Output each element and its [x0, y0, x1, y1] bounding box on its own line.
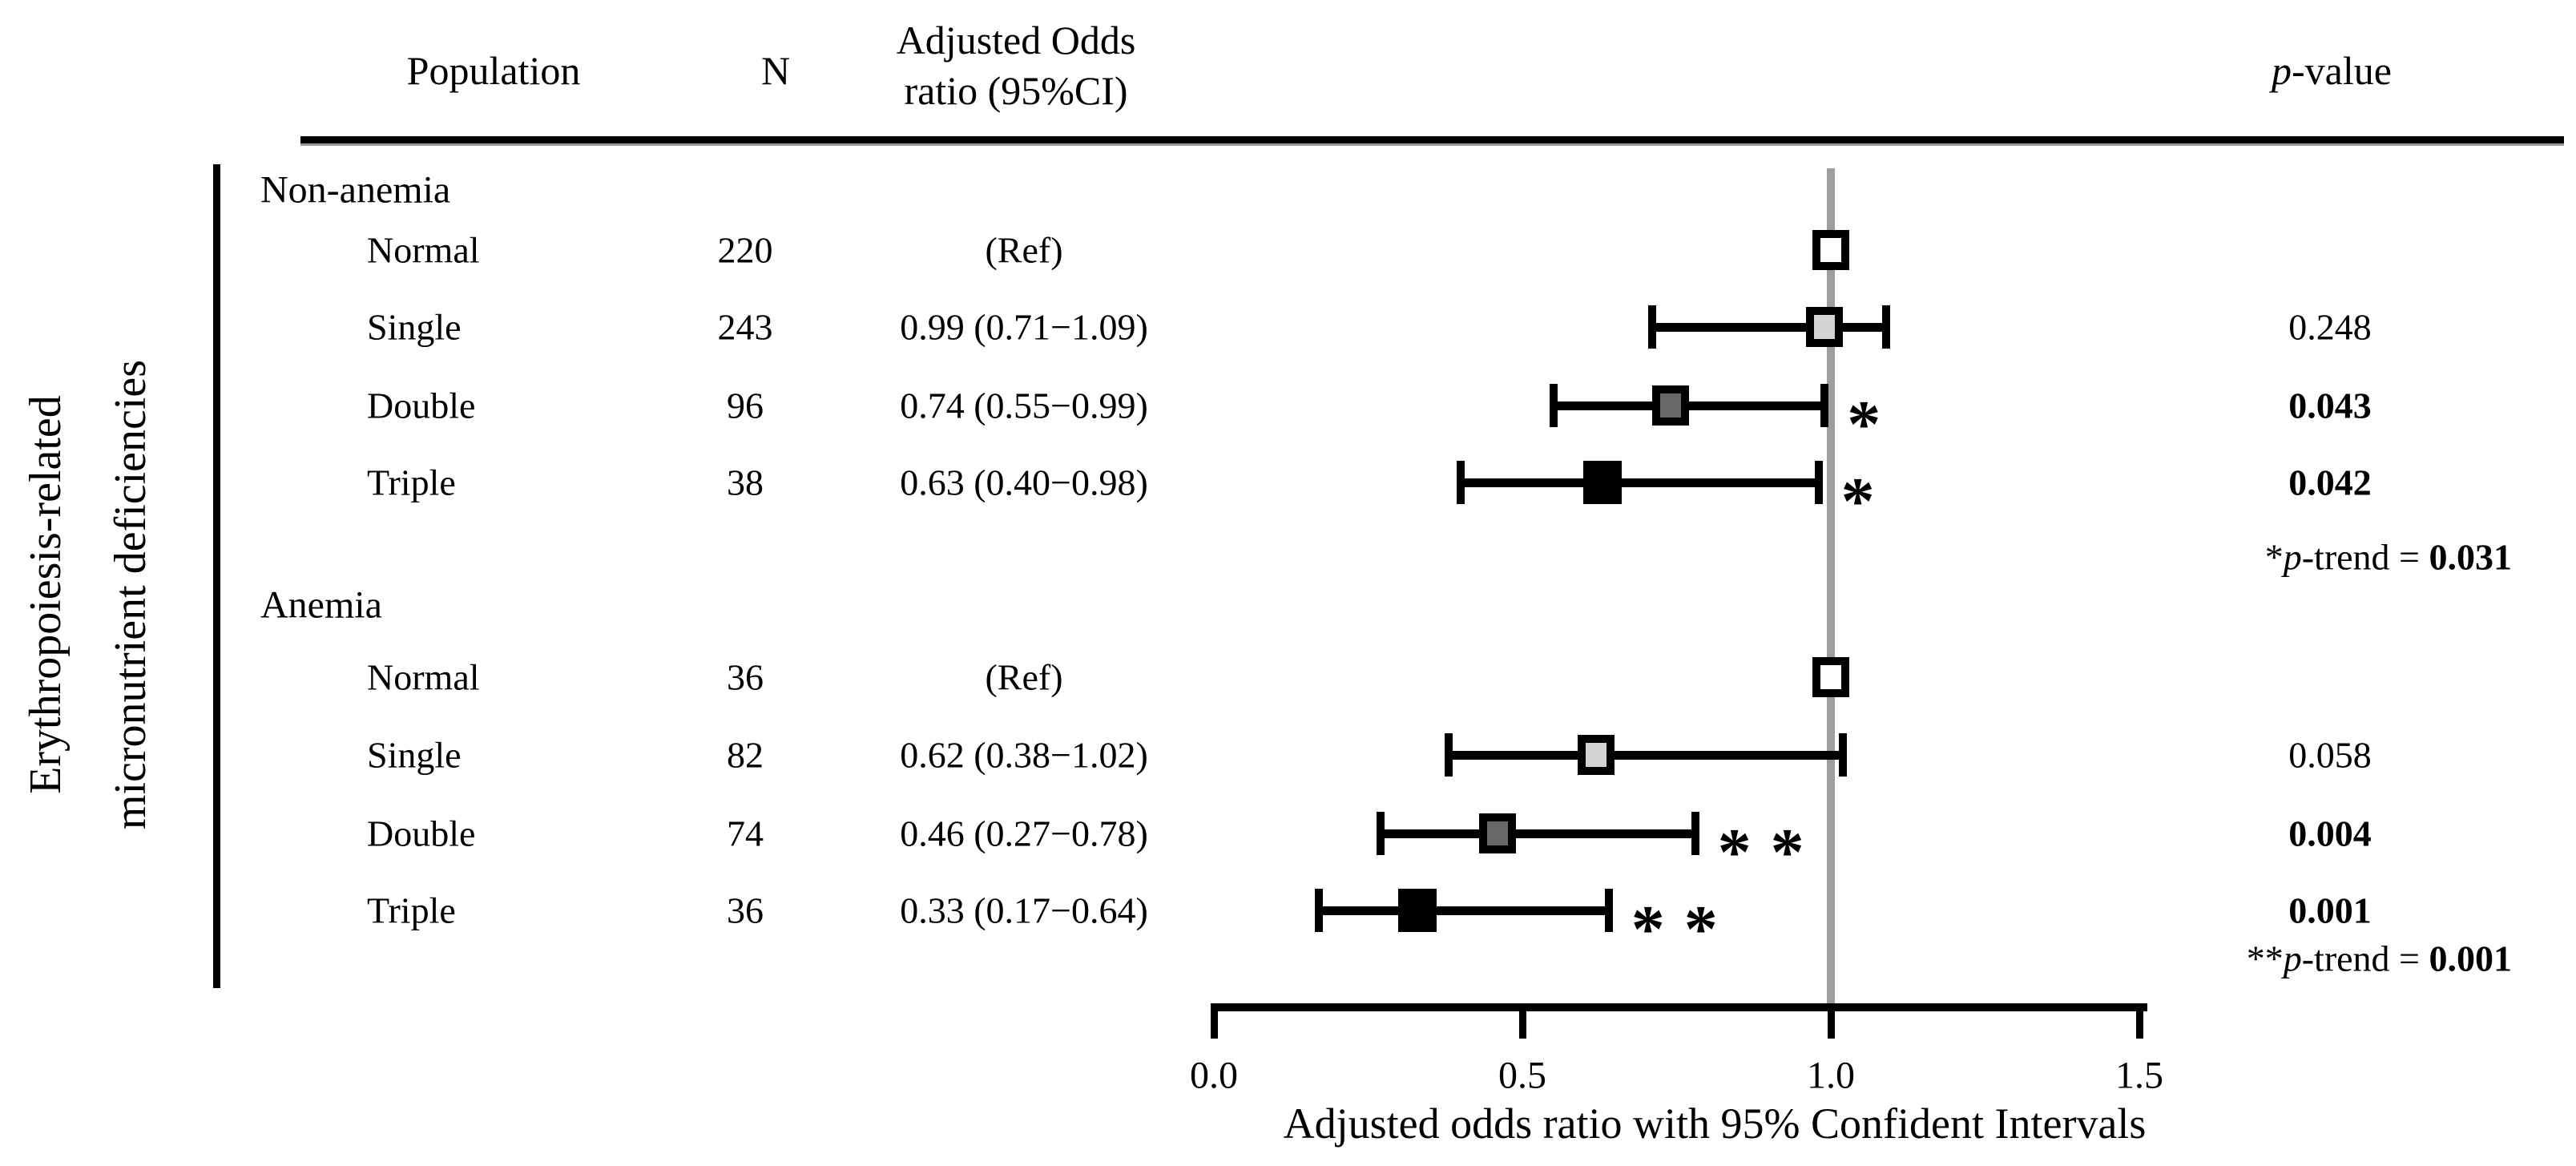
- or-marker-black-square: [1583, 461, 1623, 504]
- ci-cap-right: [1814, 461, 1823, 504]
- ci-bar: [1461, 478, 1819, 487]
- ci-cap-left: [1457, 461, 1465, 504]
- x-axis-title: Adjusted odds ratio with 95% Confident I…: [1283, 1099, 2147, 1148]
- x-axis-tick-3: [2136, 1003, 2143, 1039]
- ci-bar: [1553, 401, 1825, 410]
- p-trend-label: **p-trend = 0.001: [2247, 938, 2512, 980]
- y-axis-label-line1: Erythropoiesis-related: [21, 395, 71, 794]
- ci-cap-left: [1376, 812, 1385, 855]
- x-axis-tick-1: [1519, 1003, 1526, 1039]
- p-trend-asterisks: **: [2246, 938, 2284, 979]
- p-value-header: p-value: [2272, 48, 2392, 93]
- or-ci-text: 0.74 (0.55−0.99): [900, 385, 1148, 426]
- or-ci-text: 0.63 (0.40−0.98): [900, 462, 1148, 503]
- n-value: 82: [727, 734, 764, 776]
- n-value: 38: [727, 462, 764, 503]
- ci-cap-right: [1820, 384, 1829, 427]
- significance-asterisks: **: [1631, 892, 1737, 966]
- row-label: Triple: [367, 462, 456, 503]
- ci-cap-left: [1314, 889, 1323, 932]
- header-rule-shadow: [300, 143, 2564, 146]
- row-label: Double: [367, 385, 476, 426]
- row-label: Single: [367, 734, 462, 776]
- p-value: 0.001: [2288, 890, 2372, 931]
- significance-asterisks: *: [1840, 464, 1875, 539]
- or-ci-text: 0.99 (0.71−1.09): [900, 306, 1148, 348]
- or-ci-text: 0.46 (0.27−0.78): [900, 813, 1148, 854]
- p-trend-asterisks: *: [2264, 536, 2284, 578]
- x-tick-label-0: 0.0: [1190, 1054, 1238, 1097]
- n-value: 74: [727, 813, 764, 854]
- or-ci-text: 0.33 (0.17−0.64): [900, 890, 1148, 931]
- or-marker-white-square: [1812, 657, 1849, 697]
- or-ci-text: (Ref): [985, 656, 1063, 698]
- x-axis-tick-2: [1828, 1003, 1835, 1039]
- or-marker-white-square: [1812, 230, 1849, 270]
- x-tick-label-1: 0.5: [1498, 1054, 1546, 1097]
- row-label: Normal: [367, 656, 480, 698]
- ci-bar: [1448, 751, 1844, 760]
- or-marker-darkgray-square: [1651, 385, 1689, 426]
- y-axis-label-line2: micronutrient deficiencies: [106, 359, 155, 830]
- ci-cap-left: [1549, 384, 1558, 427]
- ci-cap-right: [1604, 889, 1613, 932]
- ci-cap-right: [1691, 812, 1699, 855]
- x-axis-tick-0: [1211, 1003, 1218, 1039]
- x-tick-label-3: 1.5: [2115, 1054, 2163, 1097]
- p-value: 0.042: [2288, 462, 2372, 503]
- p-trend-mid: -trend =: [2301, 938, 2429, 979]
- population-header: Population: [406, 48, 581, 93]
- n-header: N: [760, 48, 791, 93]
- ci-cap-left: [1647, 305, 1656, 349]
- significance-asterisks: **: [1717, 815, 1824, 890]
- ci-bar: [1380, 829, 1695, 838]
- p-trend-mid: -trend =: [2301, 536, 2429, 578]
- p-trend-p: p: [2283, 536, 2302, 578]
- or-ci-text: 0.62 (0.38−1.02): [900, 734, 1148, 776]
- ci-cap-left: [1444, 733, 1453, 777]
- or-ci-text: (Ref): [985, 229, 1063, 271]
- or-marker-lightgray-square: [1578, 735, 1615, 775]
- ci-bar: [1651, 323, 1887, 332]
- p-trend-p: p: [2283, 938, 2302, 979]
- or-marker-black-square: [1398, 889, 1437, 932]
- group-label: Anemia: [260, 583, 382, 627]
- n-value: 220: [717, 229, 773, 271]
- p-value: 0.004: [2288, 813, 2372, 854]
- ci-bar: [1318, 906, 1609, 915]
- reference-line: [1827, 168, 1835, 1003]
- x-tick-label-2: 1.0: [1807, 1054, 1855, 1097]
- p-trend-value: 0.031: [2429, 536, 2513, 578]
- y-axis-label: Erythropoiesis-related micronutrient def…: [3, 0, 173, 1166]
- n-value: 243: [717, 306, 773, 348]
- x-axis-line: [1214, 1003, 2147, 1011]
- or-marker-lightgray-square: [1806, 307, 1844, 347]
- row-label: Normal: [367, 229, 480, 271]
- n-value: 36: [727, 890, 764, 931]
- row-label: Triple: [367, 890, 456, 931]
- row-label: Single: [367, 306, 462, 348]
- or-marker-darkgray-square: [1479, 813, 1517, 853]
- or-header-line1: Adjusted Odds: [896, 18, 1136, 63]
- group-label: Non-anemia: [260, 168, 451, 212]
- left-axis-bar: [213, 164, 220, 988]
- p-value: 0.058: [2288, 734, 2372, 776]
- p-value: 0.248: [2288, 306, 2372, 348]
- n-value: 36: [727, 656, 764, 698]
- ci-cap-right: [1882, 305, 1891, 349]
- header-rule: [300, 136, 2564, 143]
- row-label: Double: [367, 813, 476, 854]
- p-value: 0.043: [2288, 385, 2372, 426]
- ci-cap-right: [1839, 733, 1848, 777]
- p-trend-label: *p-trend = 0.031: [2265, 536, 2512, 579]
- p-trend-value: 0.001: [2429, 938, 2513, 979]
- significance-asterisks: *: [1847, 387, 1881, 462]
- or-header-line2: ratio (95%CI): [904, 68, 1128, 113]
- n-value: 96: [727, 385, 764, 426]
